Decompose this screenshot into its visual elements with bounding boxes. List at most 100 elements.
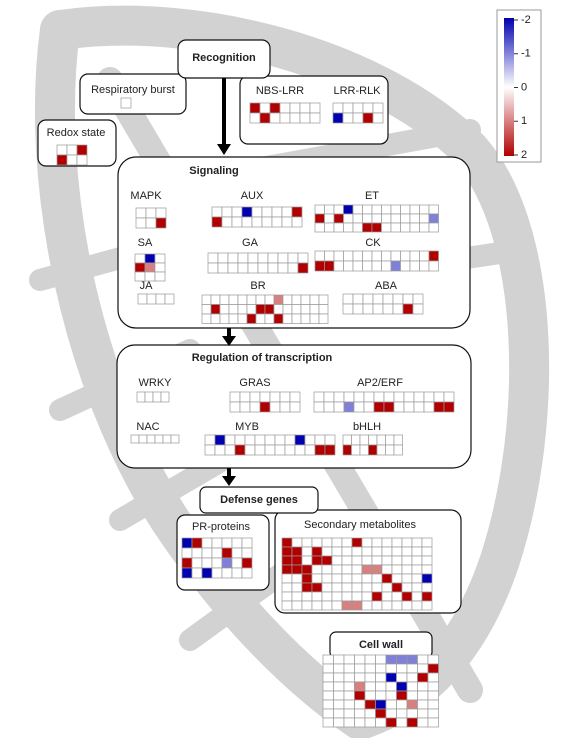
legend-tick-label: 1: [521, 115, 527, 127]
cell: [312, 565, 322, 574]
heatmap-grid: [135, 254, 165, 281]
cell: [325, 261, 335, 271]
cell: [332, 592, 342, 601]
cell: [372, 538, 382, 547]
cell: [372, 565, 382, 574]
cell: [334, 251, 344, 261]
module-label: NBS-LRR: [256, 85, 304, 97]
cell: [325, 435, 335, 445]
cell: [342, 583, 352, 592]
cell: [429, 251, 439, 261]
cell: [407, 664, 418, 673]
cell: [355, 709, 366, 718]
cell: [121, 98, 131, 108]
cell: [334, 709, 345, 718]
cell: [344, 718, 355, 727]
cell: [270, 402, 280, 412]
cell: [67, 155, 77, 165]
cell: [401, 214, 411, 223]
cell: [428, 709, 439, 718]
cell: [305, 435, 315, 445]
cell: [222, 207, 232, 217]
cell: [394, 392, 404, 402]
cell: [397, 718, 408, 727]
cell: [334, 214, 344, 223]
cell: [372, 592, 382, 601]
cell: [302, 601, 312, 610]
heatmap-grid: [323, 655, 439, 727]
cell: [376, 718, 387, 727]
cell: [252, 217, 262, 227]
cell: [412, 592, 422, 601]
cell: [302, 538, 312, 547]
cell: [323, 673, 334, 682]
cell: [382, 583, 392, 592]
cell: [247, 305, 256, 315]
cell: [374, 402, 384, 412]
cell: [225, 435, 235, 445]
cell: [410, 214, 420, 223]
cell: [376, 655, 387, 664]
cell: [403, 294, 413, 304]
cell: [312, 592, 322, 601]
cell: [372, 583, 382, 592]
cell: [324, 402, 334, 412]
cell: [382, 205, 392, 214]
cell: [202, 538, 212, 548]
cell: [312, 574, 322, 583]
cell: [230, 392, 240, 402]
cell: [212, 538, 222, 548]
cell: [225, 445, 235, 455]
cell: [412, 556, 422, 565]
cell: [352, 574, 362, 583]
cell: [265, 295, 274, 305]
cell: [407, 655, 418, 664]
cell: [248, 253, 258, 263]
cell: [302, 556, 312, 565]
cell: [374, 392, 384, 402]
cell: [252, 207, 262, 217]
cell: [255, 435, 265, 445]
cell: [283, 314, 292, 324]
cell: [362, 565, 372, 574]
cell: [290, 392, 300, 402]
cell: [282, 547, 292, 556]
cell: [332, 601, 342, 610]
cell: [392, 583, 402, 592]
cell: [310, 103, 320, 113]
cell: [322, 583, 332, 592]
cell: [397, 664, 408, 673]
cell: [202, 295, 211, 305]
cell: [332, 574, 342, 583]
cell: [265, 314, 274, 324]
cell: [220, 305, 229, 315]
cell: [360, 435, 369, 445]
cell: [312, 601, 322, 610]
cell: [302, 583, 312, 592]
cell: [220, 295, 229, 305]
cell: [344, 214, 354, 223]
cell: [354, 402, 364, 412]
cell: [161, 392, 169, 402]
cell: [235, 445, 245, 455]
cell: [407, 709, 418, 718]
cell: [342, 547, 352, 556]
cell: [290, 103, 300, 113]
cell: [238, 295, 247, 305]
cell: [372, 205, 382, 214]
cell: [238, 263, 248, 273]
cell: [352, 435, 361, 445]
cell: [192, 538, 202, 548]
cell: [393, 304, 403, 314]
cell: [255, 445, 265, 455]
cell: [444, 402, 454, 412]
cell: [363, 214, 373, 223]
cell: [373, 304, 383, 314]
cell: [202, 558, 212, 568]
heatmap-grid: [230, 392, 300, 412]
cell: [212, 207, 222, 217]
cell: [292, 583, 302, 592]
cell: [247, 295, 256, 305]
cell: [155, 435, 163, 443]
cell: [422, 601, 432, 610]
